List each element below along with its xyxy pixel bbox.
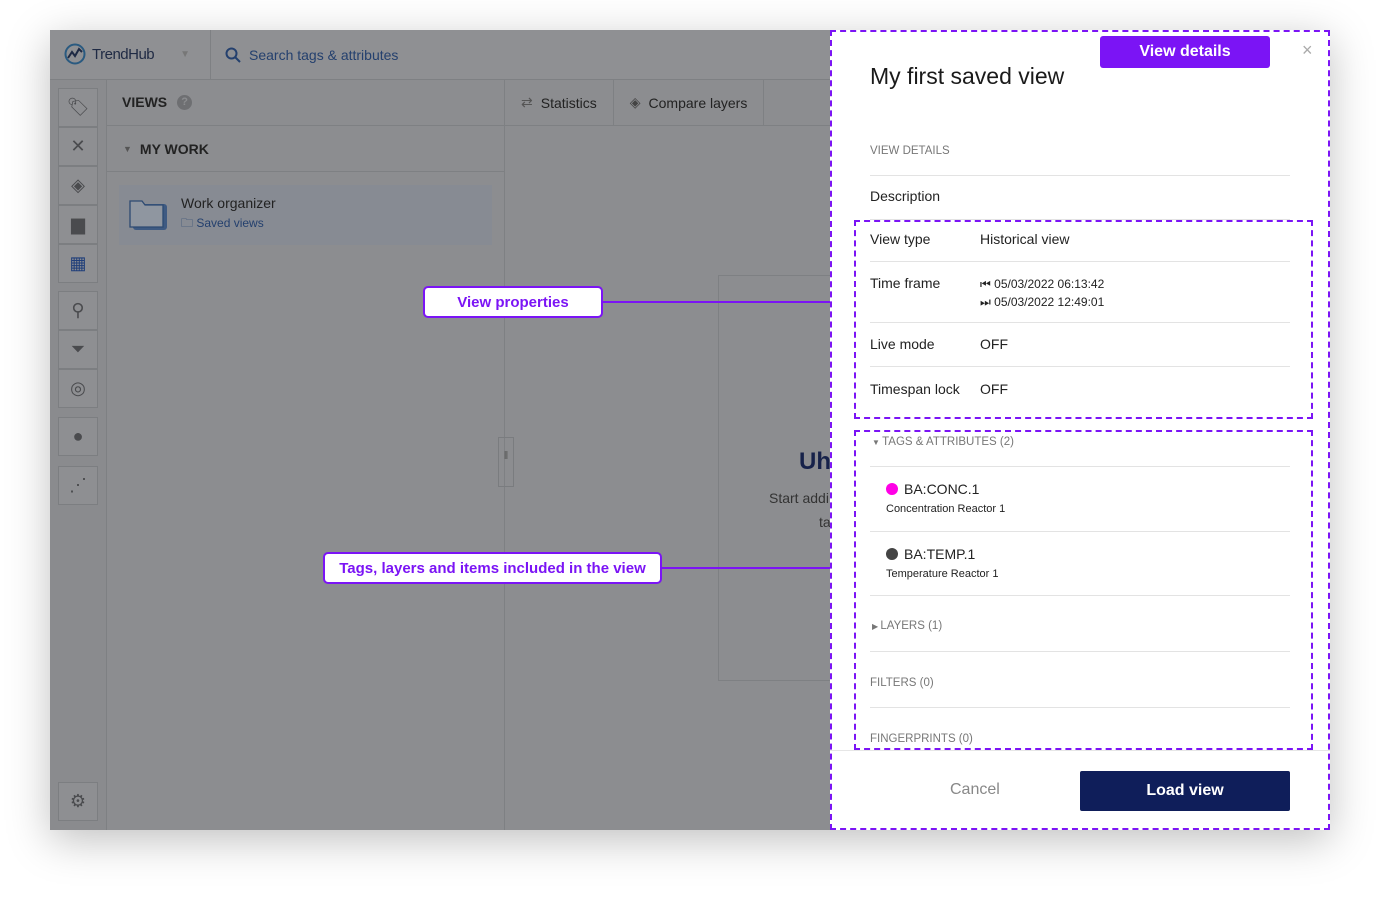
view-details-panel: My first saved view View details × VIEW … <box>830 30 1330 830</box>
layers-section[interactable]: ▶ LAYERS (1) <box>870 596 1290 652</box>
panel-footer: Cancel Load view <box>830 750 1330 830</box>
cancel-button[interactable]: Cancel <box>950 781 1000 798</box>
caret-down-icon: ▼ <box>872 438 883 447</box>
panel-title: My first saved view <box>870 63 1065 89</box>
layers-icon[interactable]: ◈ <box>58 166 98 205</box>
tag-name: BA:CONC.1 <box>904 481 980 497</box>
section-label: VIEW DETAILS <box>870 145 950 157</box>
graph-icon[interactable]: ⋰ <box>58 466 98 505</box>
tags-section-header[interactable]: ▼ TAGS & ATTRIBUTES (2) <box>870 436 1290 467</box>
prop-label: Time frame <box>870 275 941 291</box>
prop-time-frame: Time frame ⏮︎ 05/03/2022 06:13:42 ⏭︎ 05/0… <box>870 275 1290 323</box>
section-view-details: VIEW DETAILS <box>870 145 1290 176</box>
description-row: Description <box>870 188 1290 220</box>
tag-item[interactable]: BA:CONC.1 Concentration Reactor 1 <box>870 467 1290 532</box>
fingerprint-icon[interactable]: ◎ <box>58 369 98 408</box>
tag-description: Concentration Reactor 1 <box>886 503 1006 515</box>
tab-label: Statistics <box>540 94 597 111</box>
annotation-frame <box>830 30 1330 830</box>
tab-compare-layers[interactable]: ◈ Compare layers <box>614 80 765 125</box>
filters-section[interactable]: FILTERS (0) <box>870 652 1290 708</box>
bulb-icon[interactable]: ● <box>58 417 98 456</box>
prop-live-mode: Live mode OFF <box>870 336 1290 367</box>
help-icon[interactable]: ? <box>177 94 193 110</box>
views-title: VIEWS <box>122 94 168 110</box>
tab-label: Compare layers <box>648 94 748 111</box>
start-time: 05/03/2022 06:13:42 <box>994 277 1105 291</box>
folder-icon <box>129 200 167 230</box>
tag-name: BA:TEMP.1 <box>904 546 976 562</box>
prop-label: Timespan lock <box>870 381 960 397</box>
search-icon[interactable]: ⚲ <box>58 291 98 330</box>
start-icon: ⏮︎ <box>980 277 995 291</box>
filter-icon[interactable]: ⏷ <box>58 330 98 369</box>
fingerprints-section[interactable]: FINGERPRINTS (0) <box>870 708 1290 748</box>
card-subtitle[interactable]: 🗀 Saved views <box>181 214 276 235</box>
end-time: 05/03/2022 12:49:01 <box>994 295 1105 309</box>
search-input[interactable]: Search tags & attributes <box>210 30 398 80</box>
my-work-section[interactable]: ▼ MY WORK <box>107 125 505 172</box>
tab-bar: ⇄ Statistics ◈ Compare layers <box>505 80 830 126</box>
icon-rail: 🏷 ✕ ◈ ▆ ▦ ⚲ ⏷ ◎ ● ⋰ ⚙ <box>50 80 107 830</box>
card-title: Work organizer <box>181 195 276 211</box>
empty-title: Uh <box>799 448 831 475</box>
annotation-arrow <box>603 301 838 303</box>
comment-icon[interactable]: ▆ <box>58 205 98 244</box>
asset-icon[interactable]: ✕ <box>58 127 98 166</box>
folder-icon: 🗀 <box>181 216 197 230</box>
annotation-view-properties: View properties <box>423 286 603 318</box>
prop-value: OFF <box>980 336 1008 352</box>
tag-icon[interactable]: 🏷 <box>58 88 98 127</box>
gear-icon[interactable]: ⚙ <box>58 782 98 821</box>
empty-text: Start addi <box>769 490 829 506</box>
prop-label: View type <box>870 231 931 247</box>
tag-description: Temperature Reactor 1 <box>886 568 999 580</box>
section-label: TAGS & ATTRIBUTES (2) <box>882 436 1014 448</box>
section-label: LAYERS (1) <box>880 620 943 632</box>
caret-right-icon: ▶ <box>872 622 881 631</box>
prop-value: Historical view <box>980 231 1070 247</box>
end-icon: ⏭︎ <box>980 295 995 309</box>
annotation-frame-tags <box>854 430 1313 750</box>
chevron-down-icon[interactable]: ▼ <box>180 48 190 60</box>
annotation-arrow <box>662 567 838 569</box>
tag-item[interactable]: BA:TEMP.1 Temperature Reactor 1 <box>870 531 1290 596</box>
prop-value: OFF <box>980 381 1008 397</box>
search-placeholder: Search tags & attributes <box>249 47 399 63</box>
caret-down-icon: ▼ <box>123 143 132 154</box>
saved-views-link: Saved views <box>196 216 264 230</box>
section-label: MY WORK <box>139 140 209 157</box>
prop-label: Description <box>870 188 941 204</box>
close-icon[interactable]: × <box>1302 40 1313 60</box>
prop-timespan-lock: Timespan lock OFF <box>870 381 1290 416</box>
layers-icon: ◈ <box>629 94 641 110</box>
tag-color-dot <box>886 548 898 560</box>
views-icon[interactable]: ▦ <box>58 244 98 283</box>
logo[interactable]: TrendHub ▼ <box>64 43 190 65</box>
empty-state: Uh Start addi ta <box>718 275 838 681</box>
tab-statistics[interactable]: ⇄ Statistics <box>505 80 614 125</box>
tag-color-dot <box>886 483 898 495</box>
search-icon <box>225 47 241 63</box>
work-organizer-item[interactable]: Work organizer 🗀 Saved views <box>119 185 492 245</box>
prop-label: Live mode <box>870 336 935 352</box>
annotation-view-details: View details <box>1100 36 1270 68</box>
section-label: FILTERS (0) <box>870 677 934 689</box>
app-name: TrendHub <box>92 45 155 63</box>
load-view-button[interactable]: Load view <box>1080 771 1290 811</box>
swap-icon: ⇄ <box>521 94 533 110</box>
annotation-tags-included: Tags, layers and items included in the v… <box>323 552 662 584</box>
logo-icon <box>64 43 86 65</box>
resize-handle[interactable]: ‖ <box>498 437 514 487</box>
views-pane: VIEWS? ▼ MY WORK Work organizer 🗀 Saved v… <box>107 80 514 830</box>
empty-text: ta <box>819 514 831 530</box>
annotation-frame-properties <box>854 220 1313 419</box>
section-label: FINGERPRINTS (0) <box>870 733 973 745</box>
top-bar: TrendHub ▼ Search tags & attributes <box>50 30 830 80</box>
prop-view-type: View type Historical view <box>870 231 1290 262</box>
